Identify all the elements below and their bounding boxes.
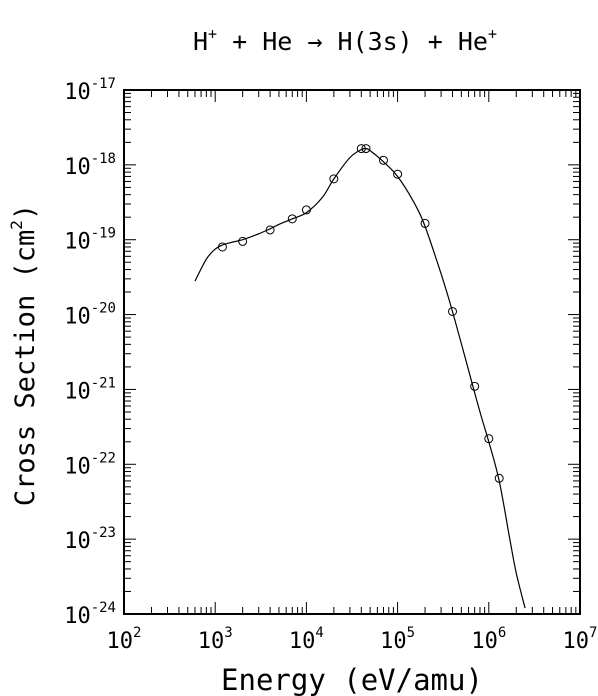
data-point [393, 169, 403, 179]
data-point [329, 174, 339, 184]
x-tick-labels: 102 103 104 105 106 107 [107, 625, 598, 654]
y-tick-label: 10-19 [64, 226, 116, 255]
data-point [217, 242, 227, 252]
y-tick-label: 10-17 [64, 76, 116, 105]
chart-title-superscript: + [208, 25, 217, 43]
y-tick-label: 10-21 [64, 375, 116, 404]
data-point [378, 155, 388, 165]
fit-curve-line [194, 147, 526, 609]
y-tick-labels: 10-17 10-18 10-19 10-20 10-21 10-22 10-23 10-24 [64, 76, 116, 629]
x-tick-label: 106 [471, 625, 506, 654]
x-axis-label: Energy (eV/amu) [221, 663, 483, 696]
data-point [356, 144, 366, 154]
y-tick-label: 10-18 [64, 151, 116, 180]
y-tick-label: 10-22 [64, 450, 116, 479]
x-tick-label: 102 [107, 625, 142, 654]
x-tick-label: 107 [563, 625, 598, 654]
data-point [238, 236, 248, 246]
data-point [301, 205, 311, 215]
y-axis-label-part: ) [10, 204, 41, 220]
data-point [470, 381, 480, 391]
chart-title-part: H [193, 27, 208, 56]
x-tick-label: 103 [198, 625, 233, 654]
y-axis-label-part: Cross Section (cm [10, 230, 41, 506]
y-tick-label: 10-24 [64, 600, 116, 629]
data-points [217, 144, 504, 483]
x-tick-label: 104 [289, 625, 324, 654]
chart-title: H+ + He → H(3s) + He+ [193, 25, 497, 56]
chart-title-superscript: + [488, 25, 497, 43]
chart-title-part: + He → H(3s) + He [217, 27, 488, 56]
y-axis-label-superscript: 2 [7, 220, 26, 230]
y-tick-label: 10-23 [64, 525, 116, 554]
data-point [484, 434, 494, 444]
data-point [265, 225, 275, 235]
data-point [494, 473, 504, 483]
data-point [448, 306, 458, 316]
x-tick-label: 105 [380, 625, 415, 654]
data-point [361, 144, 371, 154]
y-axis-label: Cross Section (cm2) [7, 204, 41, 506]
data-point [420, 218, 430, 228]
y-tick-label: 10-20 [64, 301, 116, 330]
data-point [287, 214, 297, 224]
axis-ticks [123, 90, 580, 615]
plot-frame [123, 89, 581, 615]
